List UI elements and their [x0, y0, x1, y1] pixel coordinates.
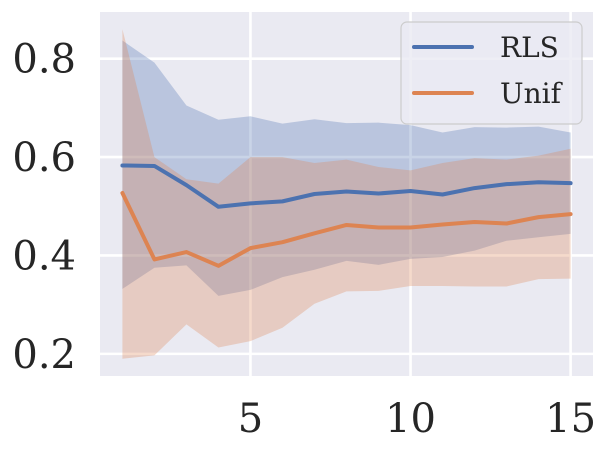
line-rls	[120, 163, 573, 209]
y-tick-label-0.4: 0.4	[12, 233, 76, 279]
line-unif	[120, 191, 573, 268]
y-tick-label-0.6: 0.6	[12, 135, 76, 181]
x-tick-labels: 5 10 15	[238, 396, 596, 442]
x-tick-label-5: 5	[238, 396, 263, 442]
legend-label-rls: RLS	[500, 31, 559, 64]
y-tick-label-0.8: 0.8	[12, 37, 76, 83]
band-rls	[122, 40, 571, 296]
legend: RLS Unif	[400, 21, 583, 125]
x-tick-label-15: 15	[545, 396, 596, 442]
y-tick-labels: 0.2 0.4 0.6 0.8	[12, 37, 76, 378]
confidence-bands	[122, 29, 571, 359]
x-tick-label-10: 10	[385, 396, 436, 442]
series-lines	[120, 163, 573, 268]
band-unif	[122, 29, 571, 359]
y-tick-label-0.2: 0.2	[12, 332, 76, 378]
legend-label-unif: Unif	[500, 77, 564, 110]
